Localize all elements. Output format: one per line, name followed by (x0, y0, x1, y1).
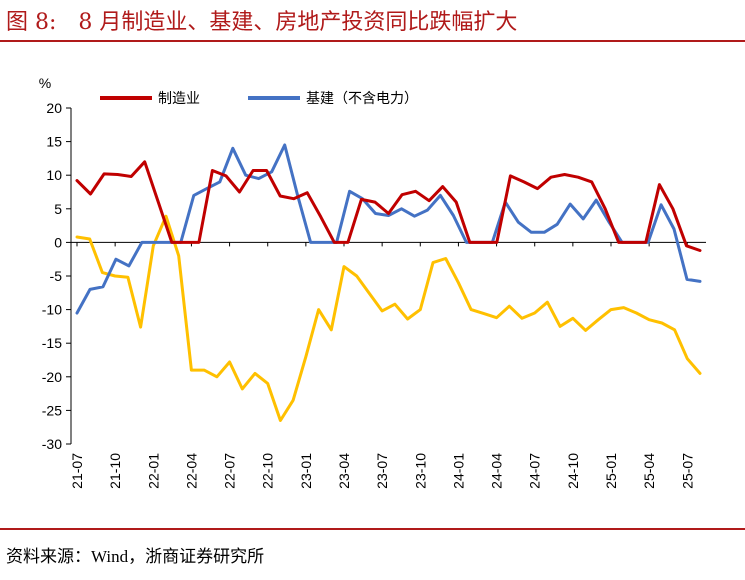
y-tick-label: -10 (42, 302, 62, 318)
x-tick-label: 25-04 (641, 453, 657, 489)
y-tick-label: 0 (54, 234, 62, 250)
x-tick-label: 23-04 (336, 453, 352, 489)
chart-legend: 制造业 基建（不含电力） (100, 90, 418, 107)
source-prefix: 资料来源： (6, 547, 91, 567)
y-tick-label: 15 (46, 134, 62, 150)
legend-label-1: 基建（不含电力） (306, 90, 418, 107)
series-line-0 (75, 160, 702, 252)
x-tick-label: 24-07 (527, 453, 543, 489)
title-bar: 图 8: 8 月制造业、基建、房地产投资同比跌幅扩大 (0, 0, 745, 40)
y-tick-label: 20 (46, 100, 62, 116)
x-tick-label: 22-04 (183, 453, 199, 489)
x-tick-label: 24-04 (489, 453, 505, 489)
x-tick-label: 21-10 (107, 453, 123, 489)
source-rest: ，浙商证券研究所 (128, 547, 265, 567)
x-tick-label: 23-07 (374, 453, 390, 489)
x-tick-label: 21-07 (69, 453, 85, 489)
x-tick-label: 22-10 (260, 453, 276, 489)
x-tick-label: 23-01 (298, 453, 314, 489)
x-tick-label: 25-07 (679, 453, 695, 489)
y-tick-label: 5 (54, 201, 62, 217)
x-tick-label: 22-01 (145, 453, 161, 489)
x-tick-label: 24-01 (450, 453, 466, 489)
chart-axes: % -30 -25 -20 -15 -10 -5 0 5 10 15 20 21-07 21-10 22-0… (39, 75, 706, 489)
title-divider (0, 40, 745, 42)
y-tick-label: -30 (42, 436, 62, 452)
y-tick-label: -25 (42, 402, 62, 418)
figure-title: 图 8: 8 月制造业、基建、房地产投资同比跌幅扩大 (6, 4, 517, 36)
x-tick-label: 24-10 (565, 453, 581, 489)
x-tick-label: 25-01 (603, 453, 619, 489)
y-tick-label: -5 (50, 268, 63, 284)
y-tick-label: 10 (46, 167, 62, 183)
series-line-2 (75, 214, 702, 422)
figure-number: 图 8: (6, 10, 57, 35)
chart-series (75, 143, 702, 422)
y-tick-label: -20 (42, 369, 62, 385)
x-tick-label: 22-07 (222, 453, 238, 489)
source-divider (0, 528, 745, 530)
source-note: 资料来源：Wind，浙商证券研究所 (6, 542, 264, 567)
legend-label-0: 制造业 (158, 91, 200, 107)
y-axis-unit-label: % (39, 75, 51, 91)
y-tick-label: -15 (42, 335, 62, 351)
x-tick-label: 23-10 (412, 453, 428, 489)
source-name: Wind (91, 547, 129, 566)
figure-title-text: 8 月制造业、基建、房地产投资同比跌幅扩大 (78, 10, 518, 35)
